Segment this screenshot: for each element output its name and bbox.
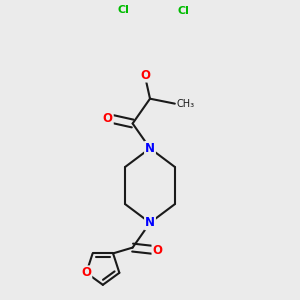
Text: CH₃: CH₃	[176, 99, 194, 109]
Text: Cl: Cl	[117, 5, 129, 15]
Text: O: O	[152, 244, 162, 256]
Text: O: O	[103, 112, 113, 125]
Text: O: O	[81, 266, 91, 279]
Text: N: N	[145, 216, 155, 229]
Text: O: O	[140, 69, 150, 82]
Text: Cl: Cl	[177, 6, 189, 16]
Text: N: N	[145, 142, 155, 155]
